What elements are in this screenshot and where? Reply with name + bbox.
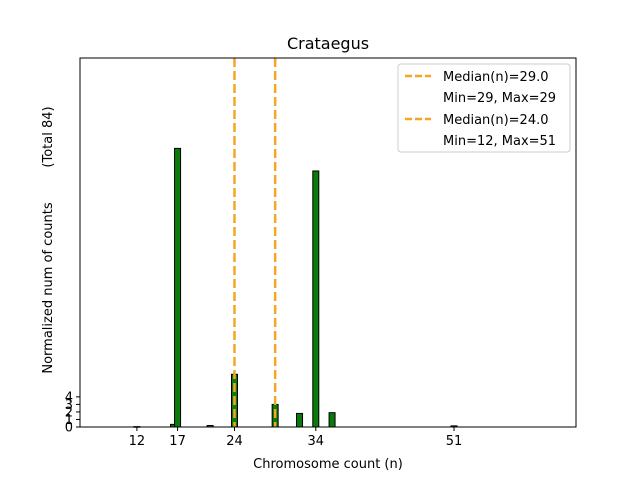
y-tick-label: 3 [65, 398, 73, 413]
x-tick-label: 24 [226, 434, 243, 449]
x-axis-ticks: 12 17 24 34 51 [129, 427, 463, 449]
x-tick-label: 17 [169, 434, 186, 449]
y-axis-label: Normalized num of counts [41, 202, 56, 373]
legend-frame [397, 63, 571, 153]
x-axis-label: Chromosome count (n) [253, 457, 403, 472]
y-axis-label-total: (Total 84) [41, 106, 56, 167]
median-lines-layer [233, 58, 277, 427]
y-tick-label: 1 [65, 413, 73, 428]
bar [328, 412, 336, 428]
bar [296, 412, 304, 428]
bar [174, 147, 182, 428]
chart-title: Crataegus [287, 34, 369, 53]
x-tick-label: 34 [308, 434, 325, 449]
legend: Median(n)=29.0 Min=29, Max=29 Median(n)=… [397, 63, 571, 153]
x-tick-label: 51 [446, 434, 463, 449]
y-tick-label: 4 [65, 390, 73, 405]
legend-label-range-24: Min=12, Max=51 [443, 134, 556, 149]
legend-label-range-29: Min=29, Max=29 [443, 91, 556, 106]
legend-label-median-29: Median(n)=29.0 [443, 70, 549, 85]
plot-frame [79, 57, 577, 428]
x-tick-label: 12 [129, 434, 146, 449]
bar [312, 170, 320, 428]
y-tick-label: 0 [65, 421, 73, 436]
legend-label-median-24: Median(n)=24.0 [443, 113, 549, 128]
bars-layer [133, 147, 458, 428]
y-tick-label: 2 [65, 405, 73, 420]
